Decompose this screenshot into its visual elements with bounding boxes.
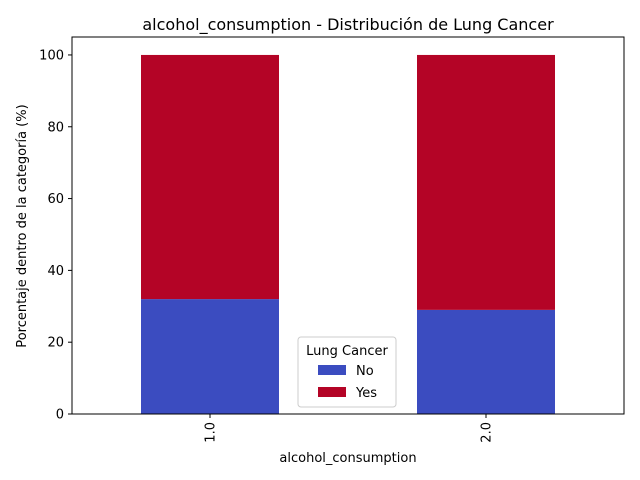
legend: Lung Cancer No Yes bbox=[297, 336, 397, 408]
y-axis-title: Porcentaje dentro de la categoría (%) bbox=[15, 104, 30, 347]
legend-label-yes: Yes bbox=[355, 386, 377, 401]
legend-label-no: No bbox=[356, 364, 374, 379]
bar-no-1-0 bbox=[141, 299, 279, 414]
bar-no-2-0 bbox=[417, 309, 555, 414]
legend-swatch-yes bbox=[318, 387, 346, 397]
bar-yes-2-0 bbox=[417, 54, 555, 310]
y-tick-label: 60 bbox=[47, 192, 64, 207]
bar-yes-1-0 bbox=[141, 54, 279, 300]
x-tick-label: 1.0 bbox=[204, 422, 219, 443]
y-tick-label: 100 bbox=[39, 48, 64, 63]
legend-items: No Yes bbox=[318, 364, 377, 401]
y-axis: 0 20 40 60 80 100 bbox=[39, 48, 72, 423]
bars-group bbox=[141, 54, 555, 414]
y-tick-label: 40 bbox=[47, 264, 64, 279]
x-axis-title: alcohol_consumption bbox=[279, 451, 416, 466]
plot-frame bbox=[71, 36, 625, 415]
y-tick-label: 20 bbox=[47, 336, 64, 351]
legend-swatch-no bbox=[318, 365, 346, 375]
y-tick-label: 80 bbox=[47, 120, 64, 135]
chart-title: alcohol_consumption - Distribución de Lu… bbox=[142, 15, 554, 35]
legend-title: Lung Cancer bbox=[306, 344, 388, 359]
y-tick-label: 0 bbox=[56, 408, 64, 423]
x-tick-label: 2.0 bbox=[480, 422, 495, 443]
x-axis: 1.0 2.0 bbox=[204, 414, 495, 443]
